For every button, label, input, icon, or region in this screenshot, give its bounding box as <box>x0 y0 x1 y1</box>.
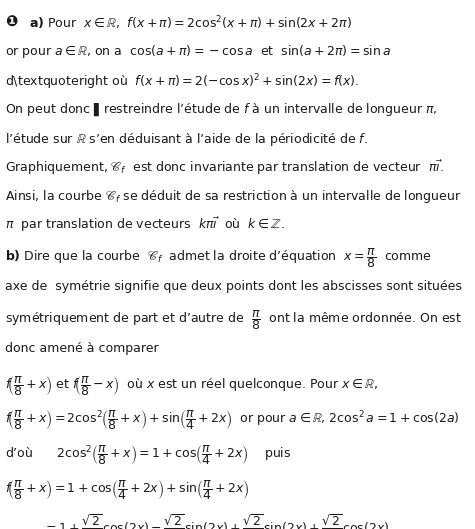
Text: $f\!\left(\dfrac{\pi}{8}+x\right)=1+\cos\!\left(\dfrac{\pi}{4}+2x\right)+\sin\!\: $f\!\left(\dfrac{\pi}{8}+x\right)=1+\cos… <box>5 478 249 502</box>
Text: Graphiquement, $\mathscr{C}_f$  est donc invariante par translation de vecteur  : Graphiquement, $\mathscr{C}_f$ est donc … <box>5 159 443 177</box>
Text: symétriquement de part et d’autre de  $\dfrac{\pi}{8}$  ont la même ordonnée. On: symétriquement de part et d’autre de $\d… <box>5 308 462 332</box>
Text: $\pi$  par translation de vecteurs  $k\pi\vec{\imath}$  où  $k\in\mathbb{Z}$.: $\pi$ par translation de vecteurs $k\pi\… <box>5 216 285 234</box>
Text: ❶: ❶ <box>5 15 17 30</box>
Text: Ainsi, la courbe $\mathscr{C}_f$ se déduit de sa restriction à un intervalle de : Ainsi, la courbe $\mathscr{C}_f$ se dédu… <box>5 188 461 205</box>
Text: On peut donc ▌restreindre l’étude de $f$ à un intervalle de longueur $\pi$,: On peut donc ▌restreindre l’étude de $f$… <box>5 102 437 118</box>
Text: donc amené à comparer: donc amené à comparer <box>5 342 158 355</box>
Text: d’où$\qquad 2\cos^2\!\left(\dfrac{\pi}{8}+x\right)=1+\cos\!\left(\dfrac{\pi}{4}+: d’où$\qquad 2\cos^2\!\left(\dfrac{\pi}{8… <box>5 443 291 467</box>
Text: $f\!\left(\dfrac{\pi}{8}+x\right)$ et $f\!\left(\dfrac{\pi}{8}-x\right)$  où $x$: $f\!\left(\dfrac{\pi}{8}+x\right)$ et $f… <box>5 373 378 397</box>
Text: $\mathbf{b)}$ Dire que la courbe  $\mathscr{C}_f$  admet la droite d’équation  $: $\mathbf{b)}$ Dire que la courbe $\maths… <box>5 246 432 270</box>
Text: d\textquoteright où  $f(x+\pi)=2(-\cos x)^2+\sin(2x)=f(x)$.: d\textquoteright où $f(x+\pi)=2(-\cos x)… <box>5 72 359 92</box>
Text: l’étude sur $\mathbb{R}$ s’en déduisant à l’aide de la périodicité de $f$.: l’étude sur $\mathbb{R}$ s’en déduisant … <box>5 131 368 148</box>
Text: axe de  symétrie signifie que deux points dont les abscisses sont situées: axe de symétrie signifie que deux points… <box>5 280 462 293</box>
Text: $f\!\left(\dfrac{\pi}{8}+x\right)=2\cos^2\!\left(\dfrac{\pi}{8}+x\right)+\sin\!\: $f\!\left(\dfrac{\pi}{8}+x\right)=2\cos^… <box>5 408 459 432</box>
Text: $\mathbf{a)}$ Pour  $x\in\mathbb{R}$,  $f(x+\pi)=2\mathrm{cos}^2(x+\pi)+\mathrm{: $\mathbf{a)}$ Pour $x\in\mathbb{R}$, $f(… <box>29 15 352 32</box>
Text: or pour $a\in\mathbb{R}$, on a  $\cos(a+\pi)=-\cos a$  et  $\sin(a+2\pi)=\sin a$: or pour $a\in\mathbb{R}$, on a $\cos(a+\… <box>5 43 391 60</box>
Text: $=1+\dfrac{\sqrt{2}}{2}\cos(2x)-\dfrac{\sqrt{2}}{2}\sin(2x)+\dfrac{\sqrt{2}}{2}\: $=1+\dfrac{\sqrt{2}}{2}\cos(2x)-\dfrac{\… <box>43 512 389 529</box>
